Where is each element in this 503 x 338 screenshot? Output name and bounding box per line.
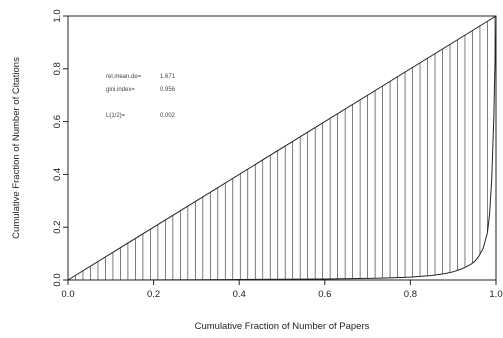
stats-annotation: rel.mean.de= 1.671 gini.index= 0.956 L(1… xyxy=(106,74,176,119)
y-tick-label: 0.8 xyxy=(52,62,63,75)
y-tick-label: 0.6 xyxy=(52,115,63,128)
x-tick-label: 0.4 xyxy=(233,289,246,300)
y-tick-label: 0.2 xyxy=(52,221,63,234)
x-tick-label: 0.0 xyxy=(61,289,74,300)
y-tick-label: 0.0 xyxy=(52,273,63,286)
x-tick-label: 0.8 xyxy=(404,289,417,300)
annotation-label-l-half: L(1/2)= xyxy=(106,113,126,119)
equality-line xyxy=(67,15,497,281)
y-tick-label: 0.4 xyxy=(52,168,63,181)
x-axis-title: Cumulative Fraction of Number of Papers xyxy=(195,321,370,332)
y-tick-label: 1.0 xyxy=(52,9,63,22)
y-axis: 0.0 0.2 0.4 0.6 0.8 1.0 xyxy=(52,9,68,287)
x-axis: 0.0 0.2 0.4 0.6 0.8 1.0 xyxy=(61,280,503,300)
line-layer xyxy=(67,15,497,281)
annotation-value-rel-mean: 1.671 xyxy=(160,74,176,80)
x-tick-label: 1.0 xyxy=(489,289,502,300)
annotation-label-gini: gini.index= xyxy=(106,87,135,93)
annotation-value-l-half: 0.002 xyxy=(160,113,176,119)
x-tick-label: 0.6 xyxy=(318,289,331,300)
annotation-value-gini: 0.956 xyxy=(160,87,176,93)
annotation-label-rel-mean: rel.mean.de= xyxy=(106,74,142,80)
hatch-layer xyxy=(75,16,496,280)
plot-frame xyxy=(67,15,497,281)
x-tick-label: 0.2 xyxy=(147,289,160,300)
y-axis-title: Cumulative Fraction of Number of Citatio… xyxy=(11,57,22,239)
